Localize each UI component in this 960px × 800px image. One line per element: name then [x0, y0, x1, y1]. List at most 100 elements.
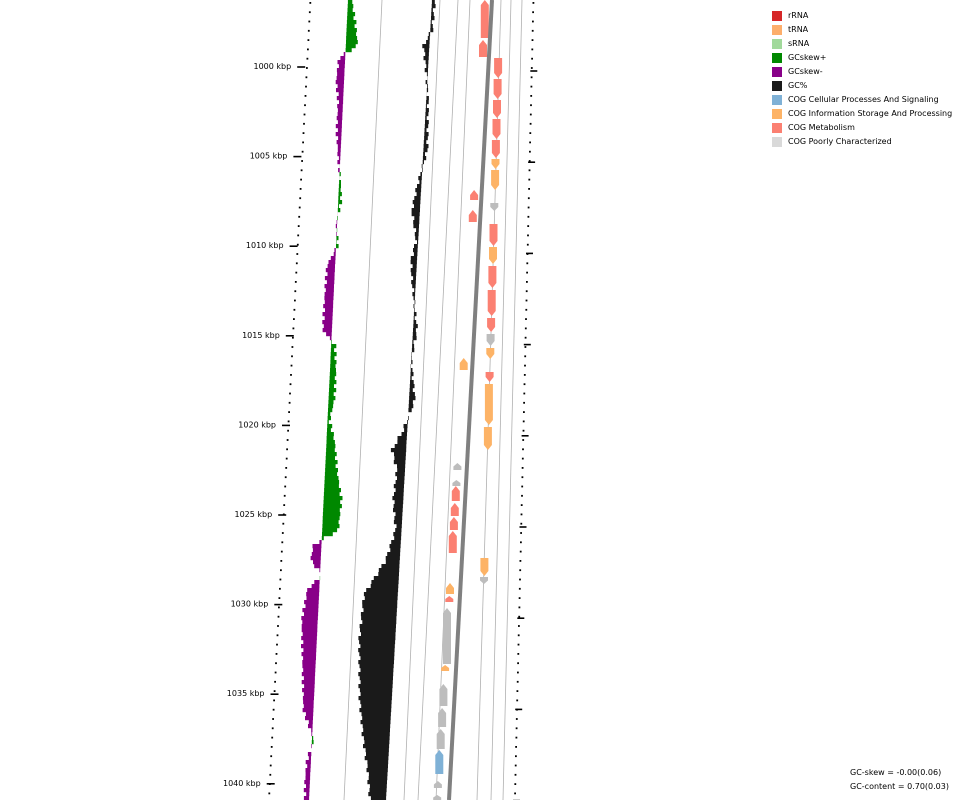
gc-content-bar — [378, 572, 399, 577]
gc-skew-bar — [328, 404, 334, 409]
tick-dot-right — [527, 215, 530, 218]
gc-content-bar — [410, 372, 414, 377]
gc-content-bar — [426, 88, 429, 93]
gc-skew-bar — [322, 532, 333, 537]
gc-content-bar — [413, 220, 420, 225]
gene-arrow — [479, 40, 487, 57]
tick-dot-left — [272, 708, 275, 711]
gc-skew-stat: GC-skew = -0.00(0.06) — [850, 768, 942, 777]
gc-skew-bar — [347, 4, 354, 9]
tick-dot-right — [519, 569, 522, 572]
tick-dot-right — [517, 671, 519, 674]
gc-skew-bar — [326, 432, 334, 437]
gc-skew-bar — [337, 208, 341, 213]
gc-content-bar — [385, 560, 400, 565]
tick-dot-left — [291, 346, 294, 348]
gc-content-bar — [367, 760, 389, 765]
backbone-line — [447, 0, 494, 800]
gc-skew-bar — [304, 600, 319, 605]
gc-content-bar — [425, 112, 429, 117]
gc-skew-bar — [303, 692, 315, 697]
tick-dot-left — [297, 234, 300, 237]
reverse-strand-genes — [433, 0, 489, 800]
gc-content-bar — [360, 656, 395, 661]
gc-content-bar — [413, 324, 418, 329]
gc-content-bar — [425, 60, 429, 65]
gc-content-bar — [359, 688, 393, 693]
tick-dot-right — [525, 308, 528, 311]
gc-content-bar — [414, 216, 420, 221]
gc-content-bar — [414, 204, 421, 209]
gc-content-bar — [413, 312, 417, 317]
gc-content-bar — [393, 504, 403, 509]
gc-content-bar — [389, 544, 401, 549]
tick-dot-right — [521, 457, 524, 460]
gc-skew-bar — [302, 696, 314, 701]
gc-skew-bar — [301, 636, 317, 641]
gc-skew-bar — [331, 340, 332, 345]
forward-strand-genes — [480, 58, 503, 584]
gc-skew-bar — [330, 352, 337, 357]
gc-content-bar — [413, 224, 419, 229]
gc-content-bar — [413, 328, 416, 333]
gc-content-bar — [411, 212, 420, 217]
gc-skew-bar — [336, 140, 342, 145]
stats-box: GC-skew = -0.00(0.06) GC-content = 0.70(… — [850, 766, 949, 794]
gc-content-bar — [393, 520, 402, 525]
gc-skew-bar — [329, 372, 337, 377]
tick-dot-right — [529, 141, 531, 144]
gc-skew-bar — [337, 104, 343, 109]
legend-label: COG Information Storage And Processing — [788, 109, 953, 118]
legend-item-cog-poorly: COG Poorly Characterized — [772, 135, 952, 149]
gc-skew-bar — [325, 452, 337, 457]
tick-dot-right — [525, 318, 527, 320]
legend-label: GC% — [788, 81, 808, 90]
gc-content-bar — [407, 420, 408, 425]
gene-arrow — [452, 480, 461, 486]
gc-skew-bar — [301, 652, 317, 657]
gc-content-bar — [387, 552, 401, 557]
gc-content-bar — [373, 576, 399, 581]
tick-dot-right — [530, 76, 533, 79]
gc-skew-bar — [336, 88, 344, 93]
gene-arrow — [470, 190, 479, 200]
gc-content-bar — [394, 456, 406, 461]
gc-content-bar — [412, 200, 421, 205]
gc-skew-bar — [326, 436, 334, 441]
tick-dot-right — [526, 281, 528, 283]
tick-dot-left — [276, 643, 278, 646]
gc-content-bar — [369, 784, 387, 789]
guide-line — [435, 0, 471, 800]
tick-dot-right — [514, 764, 517, 767]
tick-dot-left — [285, 457, 288, 460]
gc-skew-bar — [329, 380, 337, 385]
gc-skew-bar — [335, 132, 342, 137]
gc-content-bar — [361, 732, 390, 737]
gc-content-bar — [381, 564, 400, 569]
tick-dot-right — [532, 2, 535, 4]
legend-label: rRNA — [788, 11, 809, 20]
gc-content-bar — [397, 436, 407, 441]
gc-content-bar — [431, 4, 436, 9]
tick-dot-left — [295, 271, 298, 274]
gc-content-bar — [397, 464, 406, 469]
gc-content-bar — [414, 196, 421, 201]
gc-skew-bar — [339, 180, 341, 185]
gc-skew-bar — [319, 568, 321, 573]
gc-skew-bar — [322, 528, 338, 533]
gc-content-bar — [358, 636, 396, 641]
gc-skew-bar — [338, 192, 342, 197]
gc-skew-bar — [312, 736, 314, 741]
gc-content-bar — [415, 236, 419, 241]
gc-skew-bar — [346, 40, 358, 45]
gc-content-bar — [412, 344, 415, 349]
guide-line — [502, 0, 523, 800]
tick-dot-right — [514, 773, 517, 776]
gc-skew-bar — [306, 592, 320, 597]
gc-content-bar — [419, 180, 422, 185]
tick-dot-right — [529, 122, 532, 125]
tick-dot-left — [273, 690, 276, 692]
gc-skew-bar — [336, 232, 337, 237]
gc-content-bar — [424, 124, 429, 129]
tick-dot-right — [514, 783, 517, 785]
